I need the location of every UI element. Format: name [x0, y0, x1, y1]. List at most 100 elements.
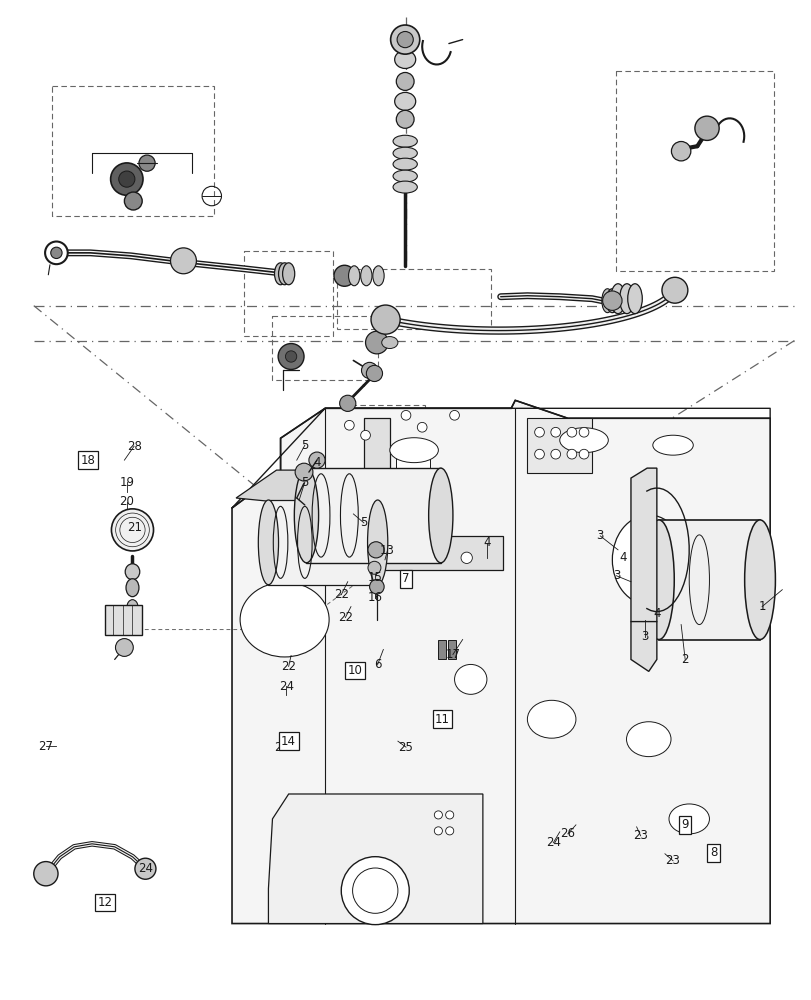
Ellipse shape: [389, 438, 438, 463]
Circle shape: [449, 410, 459, 420]
Ellipse shape: [627, 284, 642, 314]
Bar: [396, 445, 430, 505]
Ellipse shape: [282, 263, 294, 285]
Ellipse shape: [348, 266, 359, 286]
Ellipse shape: [393, 147, 417, 159]
Circle shape: [401, 410, 410, 420]
Bar: [448, 640, 456, 659]
Text: 9: 9: [680, 818, 688, 831]
Circle shape: [111, 509, 153, 551]
Ellipse shape: [454, 664, 487, 694]
Circle shape: [170, 248, 196, 274]
Text: 5: 5: [301, 439, 308, 452]
Ellipse shape: [396, 72, 414, 90]
Bar: [272, 316, 377, 380]
Text: 4: 4: [618, 551, 626, 564]
Text: 21: 21: [127, 521, 142, 534]
Text: 7: 7: [401, 572, 410, 585]
Circle shape: [341, 857, 409, 925]
Ellipse shape: [124, 192, 142, 210]
Circle shape: [397, 31, 413, 48]
Text: 13: 13: [380, 544, 394, 557]
Text: 24: 24: [138, 862, 152, 875]
Ellipse shape: [381, 337, 397, 349]
Circle shape: [578, 449, 588, 459]
Ellipse shape: [394, 92, 415, 110]
Polygon shape: [268, 794, 483, 924]
Text: 27: 27: [38, 740, 54, 753]
Circle shape: [369, 579, 384, 594]
Text: 2: 2: [680, 653, 688, 666]
Ellipse shape: [668, 804, 709, 834]
Bar: [438, 640, 446, 659]
Circle shape: [361, 362, 377, 379]
Ellipse shape: [393, 135, 417, 147]
Ellipse shape: [619, 284, 633, 314]
Text: 24: 24: [545, 836, 560, 849]
Text: 28: 28: [127, 440, 141, 453]
Polygon shape: [630, 622, 656, 671]
Circle shape: [285, 351, 296, 362]
Circle shape: [434, 827, 442, 835]
Text: 26: 26: [560, 827, 575, 840]
Text: 16: 16: [367, 591, 382, 604]
Bar: [616, 71, 773, 271]
Polygon shape: [268, 500, 377, 585]
Text: 6: 6: [374, 658, 381, 671]
Ellipse shape: [610, 284, 624, 314]
Text: 24: 24: [278, 680, 294, 693]
Text: 10: 10: [347, 664, 362, 677]
Polygon shape: [363, 418, 503, 570]
Circle shape: [534, 449, 543, 459]
Ellipse shape: [526, 700, 575, 738]
Bar: [105, 605, 142, 635]
Ellipse shape: [626, 722, 670, 757]
Circle shape: [118, 171, 135, 187]
Circle shape: [566, 449, 576, 459]
Ellipse shape: [559, 428, 607, 453]
Ellipse shape: [396, 110, 414, 128]
Circle shape: [344, 420, 354, 430]
Text: 4: 4: [313, 456, 320, 469]
Circle shape: [407, 494, 420, 506]
Text: 3: 3: [612, 569, 620, 582]
Ellipse shape: [126, 579, 139, 597]
Text: 22: 22: [281, 660, 296, 673]
Text: 3: 3: [640, 630, 648, 643]
Ellipse shape: [393, 181, 417, 193]
Circle shape: [671, 141, 690, 161]
Ellipse shape: [601, 289, 612, 313]
Circle shape: [371, 305, 400, 334]
Text: 18: 18: [80, 454, 96, 467]
Circle shape: [110, 163, 143, 195]
Polygon shape: [630, 468, 656, 632]
Circle shape: [34, 862, 58, 886]
Circle shape: [135, 858, 156, 879]
Circle shape: [115, 639, 133, 656]
Text: 25: 25: [398, 741, 413, 754]
Circle shape: [278, 344, 303, 369]
Text: 19: 19: [119, 476, 134, 489]
Ellipse shape: [240, 582, 328, 657]
Ellipse shape: [744, 520, 775, 640]
Text: 14: 14: [281, 735, 296, 748]
Circle shape: [445, 827, 453, 835]
Text: 5: 5: [301, 476, 308, 489]
Circle shape: [333, 265, 354, 286]
Circle shape: [367, 561, 380, 574]
Text: 11: 11: [435, 713, 449, 726]
Ellipse shape: [606, 289, 618, 313]
Circle shape: [566, 427, 576, 437]
Text: 22: 22: [333, 588, 349, 601]
Ellipse shape: [652, 435, 693, 455]
Circle shape: [352, 868, 397, 913]
Text: 1: 1: [757, 600, 765, 613]
Text: 4: 4: [652, 607, 660, 620]
Ellipse shape: [258, 500, 278, 585]
Circle shape: [602, 291, 621, 310]
Ellipse shape: [127, 600, 138, 616]
Bar: [350, 405, 425, 457]
Circle shape: [550, 427, 560, 437]
Polygon shape: [658, 520, 759, 640]
Ellipse shape: [274, 263, 286, 285]
